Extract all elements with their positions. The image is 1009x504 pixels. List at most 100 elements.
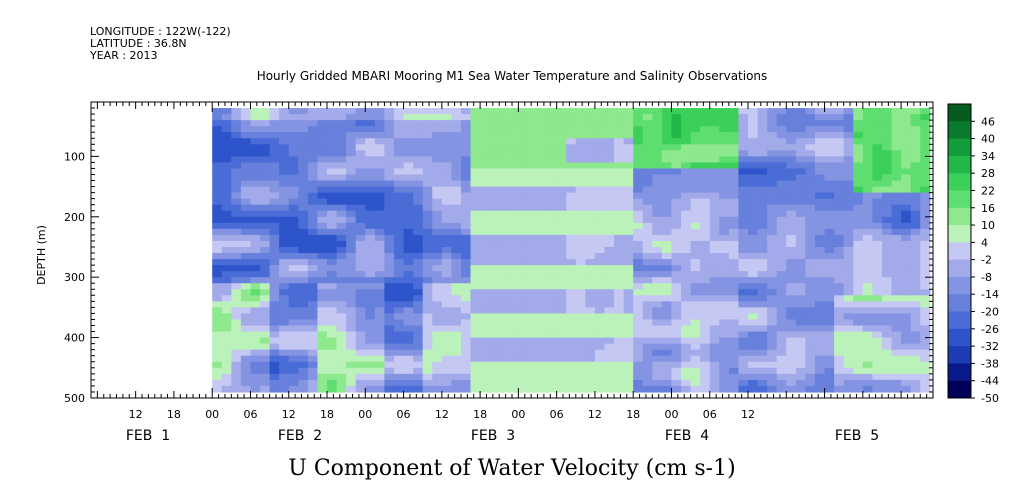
heatmap-cell: [480, 246, 491, 254]
heatmap-cell: [661, 120, 673, 127]
heatmap-cell: [288, 126, 299, 133]
heatmap-cell: [499, 385, 510, 393]
heatmap-cell: [862, 301, 873, 308]
heatmap-cell: [489, 246, 500, 254]
heatmap-cell: [690, 174, 701, 182]
heatmap-cell: [767, 216, 778, 224]
heatmap-cell: [757, 295, 768, 302]
heatmap-cell: [269, 277, 280, 284]
heatmap-cell: [824, 192, 835, 200]
heatmap-cell: [642, 355, 653, 363]
heatmap-cell: [594, 307, 606, 315]
heatmap-cell: [508, 204, 519, 212]
heatmap-cell: [221, 319, 232, 327]
heatmap-cell: [355, 222, 366, 230]
heatmap-cell: [508, 222, 519, 230]
heatmap-cell: [834, 162, 845, 170]
heatmap-cell: [728, 168, 740, 176]
heatmap-cell: [824, 222, 835, 230]
heatmap-cell: [891, 234, 902, 242]
heatmap-cell: [728, 198, 740, 206]
heatmap-cell: [776, 150, 787, 157]
heatmap-cell: [738, 313, 749, 321]
heatmap-cell: [480, 162, 491, 170]
heatmap-cell: [881, 186, 893, 194]
x-tick-label: 12: [129, 408, 143, 421]
heatmap-cell: [594, 361, 606, 369]
heatmap-cell: [767, 319, 778, 327]
heatmap-cell: [901, 144, 912, 151]
heatmap-cell: [489, 120, 500, 127]
heatmap-cell: [767, 289, 778, 296]
heatmap-cell: [470, 162, 481, 170]
heatmap-cell: [575, 240, 586, 248]
heatmap-cell: [432, 216, 443, 224]
heatmap-cell: [633, 138, 644, 145]
heatmap-cell: [671, 325, 682, 333]
heatmap-cell: [575, 162, 586, 170]
heatmap-cell: [661, 373, 673, 381]
heatmap-cell: [767, 150, 778, 157]
heatmap-cell: [642, 295, 653, 302]
heatmap-cell: [690, 168, 701, 176]
colorbar-label: 28: [981, 167, 995, 180]
heatmap-cell: [709, 186, 720, 194]
heatmap-cell: [470, 174, 481, 182]
heatmap-cell: [346, 289, 357, 296]
heatmap-cell: [240, 180, 252, 188]
heatmap-cell: [432, 198, 443, 206]
heatmap-cell: [413, 204, 424, 212]
heatmap-cell: [652, 379, 663, 387]
heatmap-cell: [910, 307, 921, 315]
heatmap-cell: [910, 283, 921, 290]
heatmap-cell: [279, 337, 290, 345]
heatmap-cell: [288, 108, 299, 115]
heatmap-cell: [250, 192, 261, 200]
heatmap-cell: [403, 349, 414, 357]
heatmap-cell: [681, 319, 692, 327]
heatmap-cell: [556, 343, 567, 351]
heatmap-cell: [786, 168, 797, 176]
heatmap-cell: [748, 307, 759, 315]
heatmap-cell: [422, 198, 433, 206]
heatmap-cell: [671, 367, 682, 375]
heatmap-cell: [767, 156, 778, 164]
heatmap-cell: [288, 283, 299, 290]
heatmap-cell: [518, 385, 529, 393]
colorbar-label: -50: [981, 392, 999, 405]
heatmap-cell: [212, 349, 223, 357]
heatmap-cell: [853, 373, 864, 381]
heatmap-cell: [910, 343, 921, 351]
heatmap-cell: [786, 180, 797, 188]
heatmap-cell: [748, 277, 759, 284]
heatmap-cell: [843, 222, 854, 230]
heatmap-cell: [709, 349, 720, 357]
heatmap-cell: [681, 283, 692, 290]
heatmap-cell: [594, 379, 606, 387]
heatmap-cell: [346, 228, 357, 236]
x-tick-label: 18: [320, 408, 334, 421]
heatmap-cell: [547, 186, 558, 194]
heatmap-cell: [681, 277, 692, 284]
heatmap-cell: [221, 379, 232, 387]
heatmap-cell: [441, 259, 452, 266]
heatmap-cell: [384, 385, 395, 393]
heatmap-cell: [499, 174, 510, 182]
heatmap-cell: [212, 144, 223, 151]
heatmap-cell: [872, 367, 883, 375]
heatmap-cell: [748, 150, 759, 157]
heatmap-cell: [355, 379, 366, 387]
heatmap-cell: [499, 301, 510, 308]
heatmap-cell: [776, 120, 787, 127]
colorbar-segment: [948, 190, 971, 200]
heatmap-cell: [872, 313, 883, 321]
heatmap-cell: [738, 259, 749, 266]
heatmap-cell: [336, 373, 347, 381]
heatmap-cell: [786, 343, 797, 351]
heatmap-cell: [508, 373, 519, 381]
heatmap-cell: [709, 234, 720, 242]
heatmap-cell: [566, 198, 577, 206]
heatmap-cell: [260, 361, 271, 369]
heatmap-cell: [728, 240, 740, 248]
heatmap-cell: [604, 307, 615, 315]
